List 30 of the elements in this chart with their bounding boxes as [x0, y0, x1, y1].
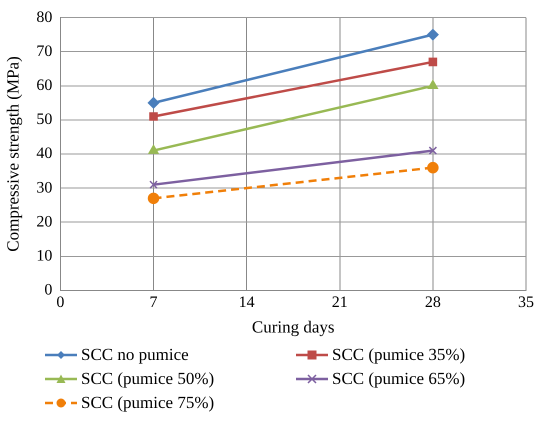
legend-label: SCC no pumice [81, 344, 189, 366]
point [149, 180, 158, 189]
point [427, 28, 439, 40]
point [428, 58, 438, 66]
y-tick-label: 30 [36, 179, 52, 196]
x-tick-label: 21 [332, 294, 348, 312]
y-tick-label: 20 [36, 213, 52, 230]
x-tick-label: 7 [150, 294, 158, 312]
point [149, 112, 158, 121]
x-tick-label: 0 [56, 294, 64, 312]
y-tick-label: 10 [36, 248, 52, 265]
legend-label: SCC (pumice 35%) [332, 344, 466, 366]
point [148, 97, 160, 109]
y-tick-label: 60 [36, 77, 52, 94]
point [428, 146, 438, 155]
x-tick-label: 14 [238, 294, 255, 312]
x-axis-title: Curing days [252, 317, 335, 336]
y-axis-title: Compressive strength (MPa) [4, 56, 23, 252]
legend-label: SCC (pumice 65%) [332, 368, 466, 390]
x-tick-label: 35 [518, 294, 534, 312]
x-tick-label: 28 [424, 294, 441, 312]
point [427, 162, 439, 174]
point [148, 192, 160, 204]
y-tick-label: 40 [36, 145, 52, 162]
y-tick-label: 70 [36, 42, 52, 60]
y-tick-label: 50 [36, 111, 52, 128]
y-tick-label: 80 [36, 8, 52, 26]
legend-label: SCC (pumice 75%) [81, 392, 214, 414]
legend-label: SCC (pumice 50%) [81, 368, 214, 390]
y-tick-label: 0 [44, 282, 52, 299]
